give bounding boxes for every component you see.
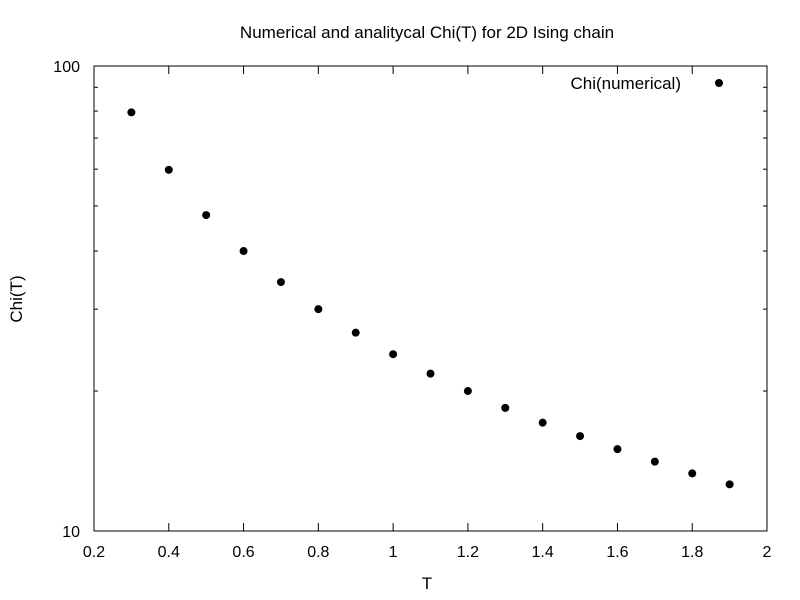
data-point	[314, 305, 323, 314]
x-tick-label: 0.8	[307, 544, 329, 561]
data-point	[127, 108, 136, 117]
data-point	[239, 247, 248, 256]
x-tick-label: 0.6	[232, 544, 254, 561]
data-point	[576, 432, 585, 441]
chart-title: Numerical and analitycal Chi(T) for 2D I…	[240, 23, 614, 42]
y-axis-ticks: 10 100	[53, 59, 767, 541]
data-point	[650, 457, 659, 466]
x-tick-label: 0.4	[158, 544, 180, 561]
x-tick-label: 1.8	[681, 544, 703, 561]
legend-label: Chi(numerical)	[570, 74, 681, 93]
data-point	[351, 328, 360, 337]
data-points	[127, 108, 734, 489]
x-tick-label: 2	[763, 544, 772, 561]
data-point	[501, 403, 510, 412]
legend-marker	[715, 79, 723, 87]
data-point	[613, 445, 622, 454]
x-tick-label: 1	[389, 544, 398, 561]
plot-area	[93, 65, 768, 532]
data-point	[688, 469, 697, 478]
data-point	[276, 278, 285, 287]
data-point	[725, 480, 734, 489]
x-tick-label: 1.4	[532, 544, 554, 561]
data-point	[389, 350, 398, 359]
data-point	[164, 165, 173, 174]
data-point	[202, 211, 211, 220]
data-point	[538, 418, 547, 427]
y-tick-label: 100	[53, 59, 80, 76]
x-axis-label: T	[422, 574, 432, 593]
y-tick-label: 10	[62, 524, 80, 541]
data-point	[463, 387, 472, 396]
legend: Chi(numerical)	[570, 74, 723, 93]
y-axis-label: Chi(T)	[7, 275, 26, 322]
x-tick-label: 0.2	[83, 544, 105, 561]
x-axis-ticks: 0.2 0.4 0.6 0.8 1 1.2 1.4 1.6 1.8 2	[83, 66, 772, 561]
data-point	[426, 369, 435, 378]
x-tick-label: 1.6	[606, 544, 628, 561]
x-tick-label: 1.2	[457, 544, 479, 561]
